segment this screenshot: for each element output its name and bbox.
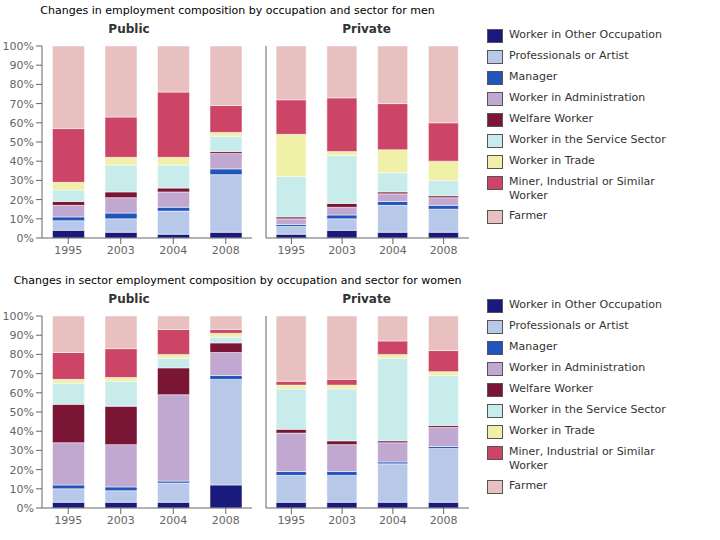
html-text:Changes in employment composit: Changes in employment composition by occ…	[40, 4, 435, 17]
html-text:Welfare Worker: Welfare Worker	[509, 382, 593, 395]
svg-text:2004: 2004	[379, 514, 407, 527]
svg-text:1995: 1995	[277, 514, 305, 527]
svg-text:80%: 80%	[10, 78, 34, 91]
svg-text:40%: 40%	[10, 425, 34, 438]
svg-text:50%: 50%	[10, 406, 34, 419]
html-text:Public: Public	[108, 292, 150, 306]
svg-text:100%: 100%	[8, 310, 34, 323]
html-text:Worker in Other Occupation: Worker in Other Occupation	[509, 298, 662, 311]
svg-text:2003: 2003	[107, 244, 135, 257]
html-text:Worker in Administration: Worker in Administration	[509, 91, 646, 104]
html-text:Professionals or Artist: Professionals or Artist	[509, 319, 629, 332]
svg-text:2004: 2004	[159, 244, 187, 257]
svg-text:2003: 2003	[328, 514, 356, 527]
svg-text:70%: 70%	[10, 368, 34, 381]
svg-text:1995: 1995	[277, 244, 305, 257]
html-text:Manager: Manager	[509, 70, 558, 83]
svg-text:2008: 2008	[430, 514, 458, 527]
svg-text:10%: 10%	[10, 213, 34, 226]
svg-text:40%: 40%	[10, 155, 34, 168]
svg-text:90%: 90%	[10, 329, 34, 342]
svg-text:50%: 50%	[10, 136, 34, 149]
html-text:Miner, Industrial or Similar W: Miner, Industrial or Similar Worker	[509, 175, 655, 202]
html-text:Miner, Industrial or Similar W: Miner, Industrial or Similar Worker	[509, 445, 655, 472]
html-text:Farmer: Farmer	[509, 209, 548, 222]
svg-text:20%: 20%	[10, 464, 34, 477]
svg-text:1995: 1995	[54, 514, 82, 527]
svg-text:90%: 90%	[10, 59, 34, 72]
html-text:Worker in the Service Sector: Worker in the Service Sector	[509, 403, 666, 416]
svg-text:2003: 2003	[107, 514, 135, 527]
html-text:Worker in the Service Sector: Worker in the Service Sector	[509, 133, 666, 146]
svg-text:100%: 100%	[8, 40, 34, 53]
svg-text:2008: 2008	[212, 244, 240, 257]
html-text:Private: Private	[342, 292, 391, 306]
html-text:Professionals or Artist: Professionals or Artist	[509, 49, 629, 62]
svg-text:30%: 30%	[10, 444, 34, 457]
html-text:Changes in sector employment c: Changes in sector employment composition…	[13, 274, 462, 287]
html-text:Public: Public	[108, 22, 150, 36]
svg-text:1995: 1995	[54, 244, 82, 257]
svg-text:2003: 2003	[328, 244, 356, 257]
svg-text:2008: 2008	[430, 244, 458, 257]
svg-text:0%: 0%	[17, 502, 34, 515]
html-text:Worker in Trade: Worker in Trade	[509, 424, 595, 437]
svg-text:30%: 30%	[10, 174, 34, 187]
svg-text:10%: 10%	[10, 483, 34, 496]
svg-text:80%: 80%	[10, 348, 34, 361]
svg-text:2004: 2004	[379, 244, 407, 257]
html-text:Worker in Administration: Worker in Administration	[509, 361, 646, 374]
svg-text:2008: 2008	[212, 514, 240, 527]
svg-text:20%: 20%	[10, 194, 34, 207]
svg-text:0%: 0%	[17, 232, 34, 245]
svg-text:70%: 70%	[10, 98, 34, 111]
svg-text:60%: 60%	[10, 387, 34, 400]
html-text:Farmer: Farmer	[509, 479, 548, 492]
html-text:Manager: Manager	[509, 340, 558, 353]
html-text:Welfare Worker: Welfare Worker	[509, 112, 593, 125]
svg-text:60%: 60%	[10, 117, 34, 130]
svg-text:2004: 2004	[159, 514, 187, 527]
html-text:Worker in Other Occupation: Worker in Other Occupation	[509, 28, 662, 41]
html-text:Private: Private	[342, 22, 391, 36]
html-text:Worker in Trade: Worker in Trade	[509, 154, 595, 167]
